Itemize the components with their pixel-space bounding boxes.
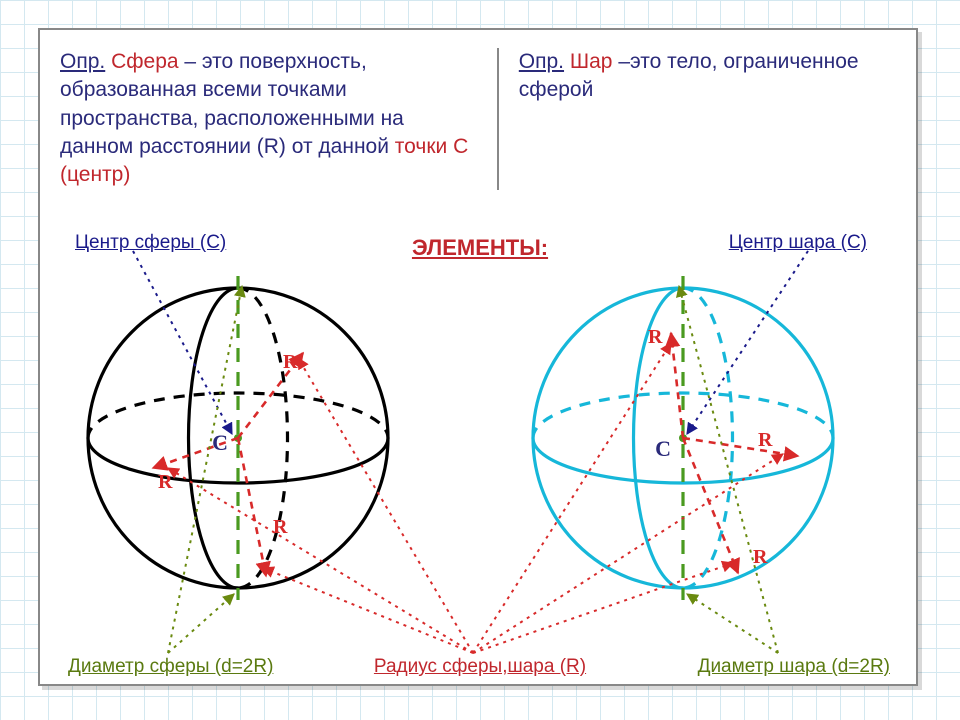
svg-text:С: С [212, 430, 228, 455]
definitions-row: Опр. Сфера – это поверхность, образованн… [60, 48, 900, 190]
svg-text:R: R [158, 471, 173, 493]
svg-text:R: R [758, 429, 773, 451]
definition-sphere: Опр. Сфера – это поверхность, образованн… [60, 48, 497, 190]
svg-text:R: R [283, 351, 298, 373]
def-keyword: Сфера [111, 50, 178, 73]
def-prefix: Опр. [519, 50, 564, 73]
def-prefix: Опр. [60, 50, 105, 73]
svg-text:С: С [655, 436, 671, 461]
def-keyword: Шар [570, 50, 613, 73]
svg-text:R: R [273, 516, 288, 538]
diagram-svg: R R R С R R R С [38, 230, 918, 686]
svg-text:R: R [753, 546, 768, 568]
svg-text:R: R [648, 326, 663, 348]
definition-ball: Опр. Шар –это тело, ограниченное сферой [497, 48, 900, 190]
diagram-stage: R R R С R R R С [38, 230, 918, 686]
